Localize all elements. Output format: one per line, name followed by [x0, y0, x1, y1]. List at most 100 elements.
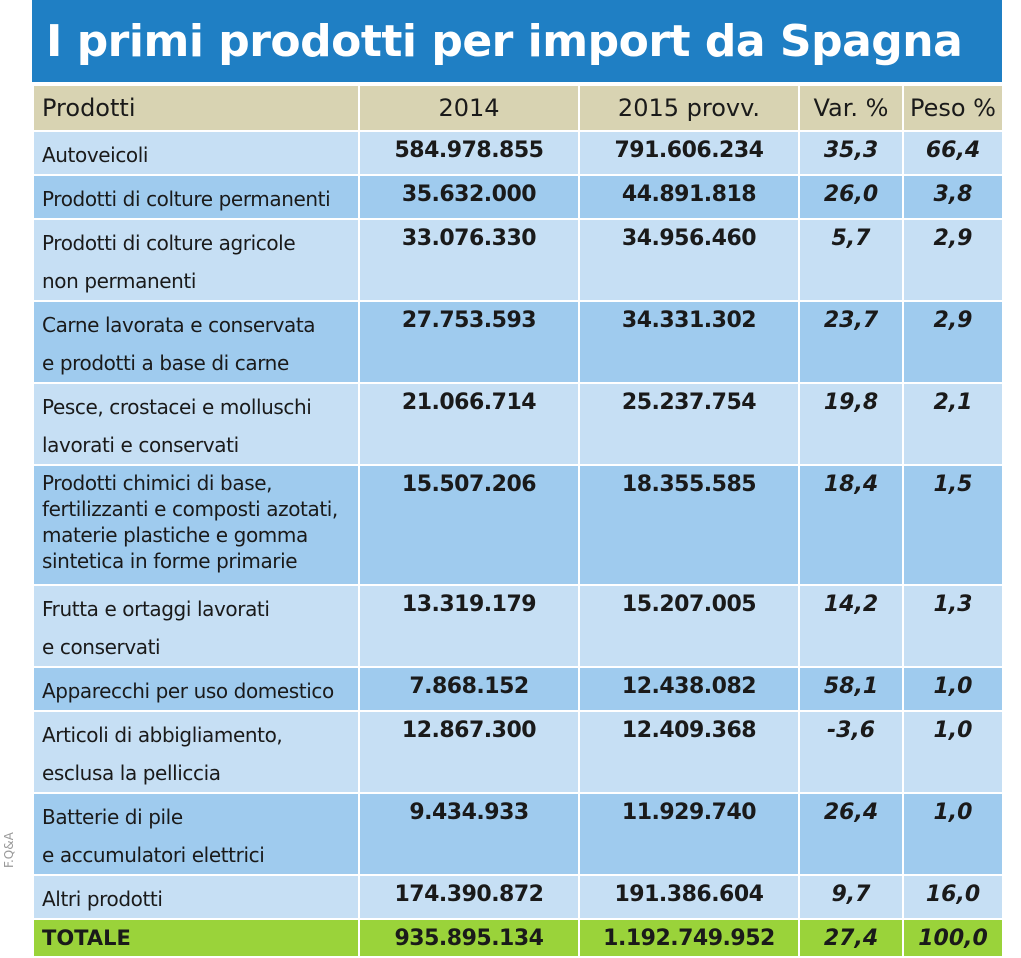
row-label-line: Altri prodotti	[42, 887, 163, 911]
row-label: Pesce, crostacei e molluschi lavorati e c…	[32, 382, 360, 466]
table-row: Carne lavorata e conservata e prodotti a …	[32, 300, 1004, 384]
row-label-line: e conservati	[42, 635, 161, 659]
value-peso: 66,4	[902, 130, 1004, 176]
row-label-line: lavorati e conservati	[42, 433, 239, 457]
value-var: 23,7	[798, 300, 904, 384]
value-var: -3,6	[798, 710, 904, 794]
total-var: 27,4	[798, 918, 904, 958]
table-header-row: Prodotti 2014 2015 provv. Var. % Peso %	[32, 84, 1004, 132]
value-2014: 174.390.872	[358, 874, 580, 920]
row-label-line: materie plastiche e gomma	[42, 523, 308, 547]
value-peso: 1,5	[902, 464, 1004, 586]
left-margin	[0, 0, 22, 906]
row-label: Prodotti di colture agricole non permanen…	[32, 218, 360, 302]
value-2014: 35.632.000	[358, 174, 580, 220]
value-2014: 13.319.179	[358, 584, 580, 668]
value-var: 26,4	[798, 792, 904, 876]
value-peso: 3,8	[902, 174, 1004, 220]
value-2015: 34.956.460	[578, 218, 800, 302]
row-label-line: Prodotti di colture agricole	[42, 231, 296, 255]
row-label: Articoli di abbigliamento, esclusa la pel…	[32, 710, 360, 794]
row-label: Prodotti chimici di base, fertilizzanti e…	[32, 464, 360, 586]
value-2014: 7.868.152	[358, 666, 580, 712]
value-peso: 1,0	[902, 710, 1004, 794]
table-row: Apparecchi per uso domestico 7.868.152 12.…	[32, 666, 1004, 712]
value-2015: 34.331.302	[578, 300, 800, 384]
value-peso: 1,0	[902, 666, 1004, 712]
column-header-var: Var. %	[798, 84, 904, 132]
table-row: Altri prodotti 174.390.872 191.386.604 9,7 1…	[32, 874, 1004, 920]
value-2015: 15.207.005	[578, 584, 800, 668]
value-2015: 11.929.740	[578, 792, 800, 876]
value-var: 19,8	[798, 382, 904, 466]
total-2014: 935.895.134	[358, 918, 580, 958]
value-2014: 21.066.714	[358, 382, 580, 466]
row-label-line: Autoveicoli	[42, 143, 149, 167]
value-peso: 2,1	[902, 382, 1004, 466]
table-row: Pesce, crostacei e molluschi lavorati e c…	[32, 382, 1004, 466]
value-peso: 1,0	[902, 792, 1004, 876]
row-label-line: Frutta e ortaggi lavorati	[42, 597, 270, 621]
total-2015: 1.192.749.952	[578, 918, 800, 958]
value-2015: 12.438.082	[578, 666, 800, 712]
value-2015: 18.355.585	[578, 464, 800, 586]
row-label-line: Prodotti chimici di base,	[42, 471, 273, 495]
value-var: 5,7	[798, 218, 904, 302]
row-label: Prodotti di colture permanenti	[32, 174, 360, 220]
value-2014: 584.978.855	[358, 130, 580, 176]
chart-title: I primi prodotti per import da Spagna	[32, 0, 1002, 82]
value-2014: 33.076.330	[358, 218, 580, 302]
row-label: Frutta e ortaggi lavorati e conservati	[32, 584, 360, 668]
total-label: TOTALE	[32, 918, 360, 958]
value-2015: 12.409.368	[578, 710, 800, 794]
value-2014: 9.434.933	[358, 792, 580, 876]
value-peso: 2,9	[902, 300, 1004, 384]
table-row: Prodotti di colture agricole non permanen…	[32, 218, 1004, 302]
total-row: TOTALE 935.895.134 1.192.749.952 27,4 10…	[32, 918, 1004, 958]
row-label: Altri prodotti	[32, 874, 360, 920]
value-2014: 27.753.593	[358, 300, 580, 384]
row-label-line: non permanenti	[42, 269, 197, 293]
value-2015: 791.606.234	[578, 130, 800, 176]
table-row: Prodotti chimici di base, fertilizzanti e…	[32, 464, 1004, 586]
column-header-peso: Peso %	[902, 84, 1004, 132]
value-var: 9,7	[798, 874, 904, 920]
column-header-2015: 2015 provv.	[578, 84, 800, 132]
value-var: 26,0	[798, 174, 904, 220]
total-peso: 100,0	[902, 918, 1004, 958]
value-var: 14,2	[798, 584, 904, 668]
row-label-line: Pesce, crostacei e molluschi	[42, 395, 312, 419]
value-var: 18,4	[798, 464, 904, 586]
value-2015: 25.237.754	[578, 382, 800, 466]
table-row: Articoli di abbigliamento, esclusa la pel…	[32, 710, 1004, 794]
column-header-prodotti: Prodotti	[32, 84, 360, 132]
row-label: Apparecchi per uso domestico	[32, 666, 360, 712]
photo-credit: F.Q&A	[2, 832, 16, 868]
row-label: Batterie di pile e accumulatori elettrici	[32, 792, 360, 876]
value-var: 58,1	[798, 666, 904, 712]
row-label-line: e accumulatori elettrici	[42, 843, 265, 867]
value-2014: 12.867.300	[358, 710, 580, 794]
row-label-line: esclusa la pelliccia	[42, 761, 221, 785]
column-header-2014: 2014	[358, 84, 580, 132]
value-peso: 2,9	[902, 218, 1004, 302]
row-label-line: sintetica in forme primarie	[42, 549, 298, 573]
row-label: Carne lavorata e conservata e prodotti a …	[32, 300, 360, 384]
value-var: 35,3	[798, 130, 904, 176]
row-label-line: Batterie di pile	[42, 805, 183, 829]
value-peso: 16,0	[902, 874, 1004, 920]
table-row: Autoveicoli 584.978.855 791.606.234 35,3 66,…	[32, 130, 1004, 176]
table-row: Frutta e ortaggi lavorati e conservati 13.…	[32, 584, 1004, 668]
row-label-line: Articoli di abbigliamento,	[42, 723, 283, 747]
import-table: Prodotti 2014 2015 provv. Var. % Peso % …	[32, 84, 1004, 958]
row-label: Autoveicoli	[32, 130, 360, 176]
table-row: Batterie di pile e accumulatori elettrici…	[32, 792, 1004, 876]
value-2015: 44.891.818	[578, 174, 800, 220]
table-row: Prodotti di colture permanenti 35.632.000…	[32, 174, 1004, 220]
row-label-line: fertilizzanti e composti azotati,	[42, 497, 338, 521]
row-label-line: e prodotti a base di carne	[42, 351, 289, 375]
value-2014: 15.507.206	[358, 464, 580, 586]
row-label-line: Apparecchi per uso domestico	[42, 679, 334, 703]
row-label-line: Prodotti di colture permanenti	[42, 187, 331, 211]
row-label-line: Carne lavorata e conservata	[42, 313, 316, 337]
